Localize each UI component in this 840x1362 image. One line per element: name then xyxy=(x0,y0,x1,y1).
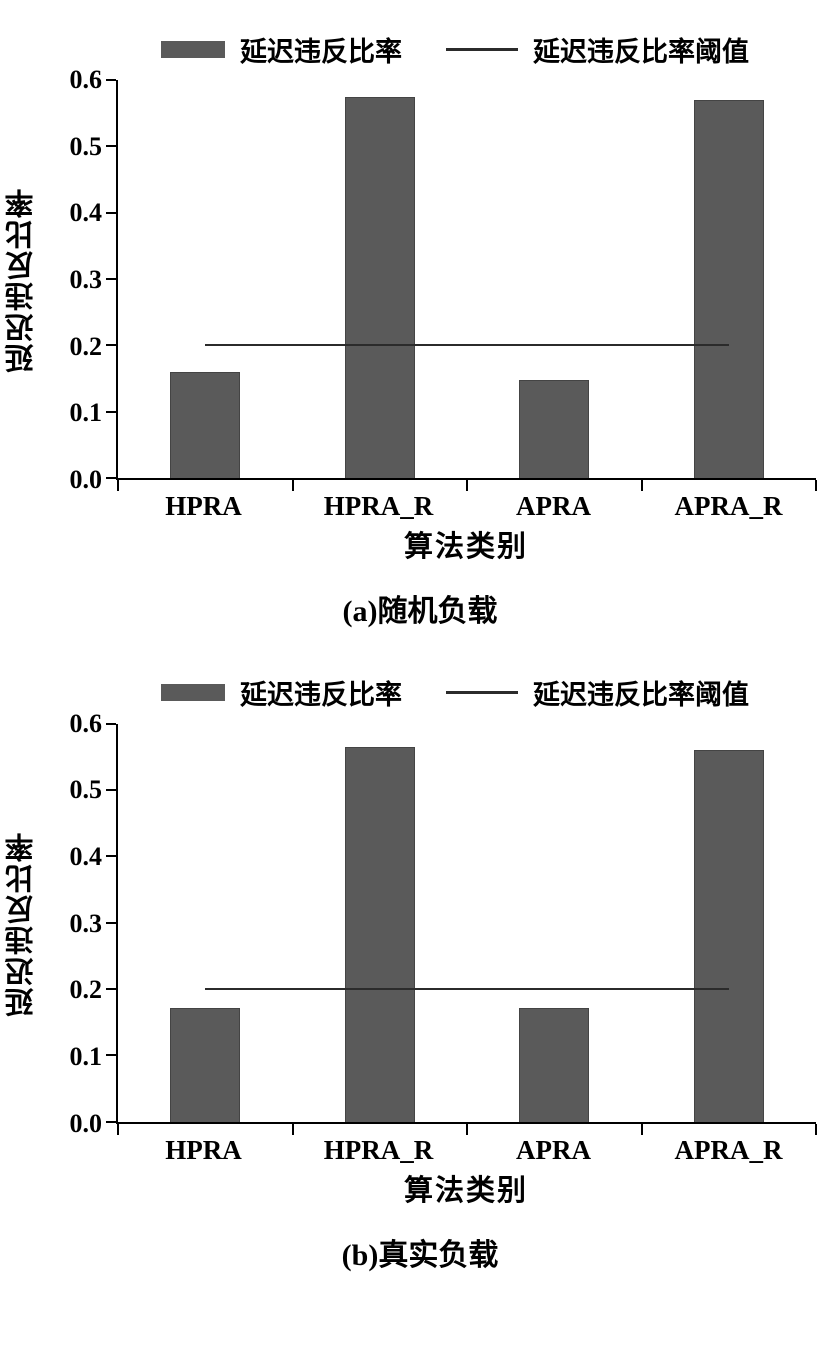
legend-bar-label: 延迟违反比率 xyxy=(240,36,402,67)
bar-APRA xyxy=(519,1007,590,1122)
legend-item-threshold: 延迟违反比率阈值 xyxy=(446,30,749,69)
y-tick-label: 0.5 xyxy=(69,775,103,805)
x-axis-tick-labels: HPRA HPRA_R APRA APRA_R xyxy=(116,480,816,526)
y-tick-mark xyxy=(106,855,116,858)
x-tick-mark xyxy=(117,1123,119,1135)
y-tick-mark xyxy=(106,722,116,725)
x-tick-label: HPRA_R xyxy=(323,491,434,521)
legend-line-label: 延迟违反比率阈值 xyxy=(533,680,749,711)
x-tick-mark xyxy=(117,480,119,491)
legend-item-threshold: 延迟违反比率阈值 xyxy=(446,673,749,712)
plot-area xyxy=(106,722,817,1135)
x-tick-mark xyxy=(291,1123,294,1135)
legend-bar-swatch xyxy=(161,40,225,58)
x-tick-label: HPRA_R xyxy=(323,1134,434,1165)
bar-HPRA_R xyxy=(344,747,415,1122)
chart-random-load: 延迟违反比率 延迟违反比率阈值 延迟违反比率 0.0 0.1 0.2 0.3 0.4 0.… xyxy=(0,26,840,628)
bar-APRA_R xyxy=(693,750,764,1122)
legend-item-bar: 延迟违反比率 xyxy=(161,30,402,69)
x-tick-mark xyxy=(466,1123,468,1135)
y-tick-mark xyxy=(106,211,116,214)
y-axis-tick-labels: 0.0 0.1 0.2 0.3 0.4 0.5 0.6 xyxy=(44,710,116,1136)
chart-caption: (a)随机负载 xyxy=(342,594,498,628)
y-tick-mark xyxy=(106,921,116,924)
bar-HPRA xyxy=(170,371,241,478)
y-axis-label: 延迟违反比率 xyxy=(6,830,38,1017)
x-tick-label: HPRA xyxy=(165,491,242,521)
x-tick-mark xyxy=(291,480,294,491)
x-tick-mark xyxy=(466,480,468,491)
y-tick-label: 0.0 xyxy=(69,1108,103,1138)
y-tick-mark xyxy=(106,477,116,479)
bar-APRA xyxy=(519,379,590,478)
y-tick-label: 0.4 xyxy=(69,842,103,872)
x-tick-label: APRA xyxy=(516,491,591,521)
y-tick-mark xyxy=(106,410,116,413)
y-tick-mark xyxy=(106,1120,116,1123)
y-tick-mark xyxy=(106,145,116,148)
y-tick-label: 0.2 xyxy=(69,975,103,1005)
x-tick-label: APRA xyxy=(516,1134,591,1165)
x-axis-tick-labels: HPRA HPRA_R APRA APRA_R xyxy=(116,1124,816,1170)
y-tick-mark xyxy=(106,1054,116,1057)
y-tick-label: 0.3 xyxy=(69,265,103,294)
y-tick-label: 0.1 xyxy=(69,398,103,428)
legend-bar-label: 延迟违反比率 xyxy=(240,680,402,711)
y-tick-mark xyxy=(106,789,116,792)
page: 延迟违反比率 延迟违反比率阈值 延迟违反比率 0.0 0.1 0.2 0.3 0.4 0.… xyxy=(0,26,840,1272)
x-tick-label: APRA_R xyxy=(674,491,783,521)
chart-caption: (b)真实负载 xyxy=(341,1238,499,1272)
y-tick-label: 0.3 xyxy=(69,908,103,938)
x-tick-mark xyxy=(640,1123,643,1135)
y-tick-mark xyxy=(106,988,116,991)
legend-item-bar: 延迟违反比率 xyxy=(161,673,402,712)
y-tick-label: 0.1 xyxy=(69,1042,103,1072)
y-tick-label: 0.2 xyxy=(69,331,103,361)
y-tick-label: 0.5 xyxy=(69,131,103,161)
x-axis-label: 算法类别 xyxy=(403,531,528,563)
plot-area xyxy=(106,79,817,491)
x-tick-mark xyxy=(815,1123,817,1135)
y-tick-label: 0.6 xyxy=(69,65,103,94)
plot-wrap: 延迟违反比率 0.0 0.1 0.2 0.3 0.4 0.5 0.6 xyxy=(0,67,840,493)
chart-real-load: 延迟违反比率 延迟违反比率阈值 延迟违反比率 0.0 0.1 0.2 0.3 0.4 0.… xyxy=(0,670,840,1272)
x-axis-label: 算法类别 xyxy=(403,1174,528,1207)
x-tick-label: APRA_R xyxy=(674,1134,783,1165)
y-tick-mark xyxy=(106,344,116,347)
legend-line-swatch xyxy=(446,47,518,51)
bar-APRA_R xyxy=(693,99,764,478)
y-axis-tick-labels: 0.0 0.1 0.2 0.3 0.4 0.5 0.6 xyxy=(44,67,116,493)
y-axis-label: 延迟违反比率 xyxy=(6,187,38,373)
threshold-line xyxy=(205,988,729,991)
bar-HPRA xyxy=(170,1007,241,1122)
x-tick-mark xyxy=(640,480,643,491)
y-tick-mark xyxy=(106,79,116,81)
x-tick-label: HPRA xyxy=(165,1134,242,1165)
plot-wrap: 延迟违反比率 0.0 0.1 0.2 0.3 0.4 0.5 0.6 xyxy=(0,710,840,1136)
y-tick-label: 0.6 xyxy=(69,708,103,738)
legend-line-swatch xyxy=(446,691,518,695)
legend: 延迟违反比率 延迟违反比率阈值 xyxy=(70,670,840,716)
legend-line-label: 延迟违反比率阈值 xyxy=(533,36,749,67)
threshold-line xyxy=(205,344,729,347)
x-tick-mark xyxy=(815,480,817,491)
legend-bar-swatch xyxy=(161,684,225,702)
legend: 延迟违反比率 延迟违反比率阈值 xyxy=(70,26,840,72)
y-tick-label: 0.4 xyxy=(69,198,103,228)
bar-HPRA_R xyxy=(344,96,415,478)
y-tick-label: 0.0 xyxy=(69,465,103,494)
y-tick-mark xyxy=(106,278,116,280)
